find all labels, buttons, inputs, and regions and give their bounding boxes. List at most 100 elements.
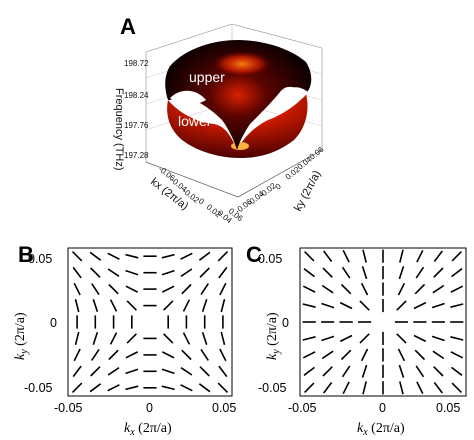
polarization-segment <box>180 384 193 392</box>
x-tick: -0.05 <box>288 401 317 415</box>
polarization-segment <box>399 381 404 395</box>
x-tick: 0.05 <box>212 401 236 415</box>
polarization-segment <box>413 301 427 310</box>
polarization-segment <box>126 333 137 344</box>
polarization-segment <box>413 334 427 343</box>
polarization-segment <box>71 382 83 393</box>
polarization-segment <box>323 250 333 262</box>
polarization-segment <box>451 366 463 376</box>
polarization-segment <box>181 349 192 361</box>
polarization-segment <box>73 282 81 296</box>
polarization-segment <box>361 266 368 280</box>
upper-band-surface <box>165 40 312 150</box>
polarization-segment <box>199 267 210 278</box>
z-tick: 198.24 <box>124 91 149 100</box>
polarization-segment <box>92 331 99 345</box>
polarization-segment <box>126 300 137 311</box>
polarization-segment <box>108 349 119 361</box>
polarization-segment <box>109 299 118 312</box>
polarization-segment <box>416 381 424 395</box>
polarization-segment <box>433 382 443 394</box>
polarization-segment <box>91 348 100 361</box>
floor-edge-front-right <box>237 149 323 198</box>
polarization-segment <box>341 365 351 378</box>
polarization-segment <box>163 333 174 344</box>
polarization-segment <box>339 334 353 343</box>
polarization-segment <box>396 300 407 311</box>
polarization-segment <box>218 266 228 279</box>
x-axis-label: kx (2π/a) <box>357 421 405 438</box>
lower-band-hotspot <box>231 142 249 150</box>
panel-b-letter: B <box>18 242 34 267</box>
polarization-segment <box>201 331 208 345</box>
polarization-segment <box>182 299 191 312</box>
polarization-segment <box>125 253 139 259</box>
polarization-segment <box>450 303 464 308</box>
polarization-segment <box>321 284 334 294</box>
polarization-segment <box>220 299 226 313</box>
polarization-segment <box>201 299 208 313</box>
polarization-segment <box>107 268 120 277</box>
polarization-segment <box>398 266 405 280</box>
polarization-segment <box>322 267 333 278</box>
polarization-segment <box>414 349 426 361</box>
polarization-segment <box>450 351 464 359</box>
y-tick: 0 <box>50 316 57 330</box>
panel-a-letter: A <box>120 14 136 39</box>
polarization-segment <box>161 269 175 276</box>
polarization-segment <box>92 299 99 313</box>
polarization-segment <box>360 348 369 362</box>
polarization-segment <box>340 283 352 295</box>
polarization-segment <box>109 332 118 345</box>
x-tick: 0 <box>379 401 386 415</box>
polarization-segment <box>218 365 228 378</box>
polarization-segment <box>217 251 229 262</box>
polarization-segment <box>321 335 335 342</box>
z-axis-label: Frequency (THz) <box>113 88 125 171</box>
y-tick: 0 <box>282 316 289 330</box>
polarization-segment <box>73 348 81 362</box>
polarization-segment <box>302 336 316 341</box>
polarization-segment <box>125 368 139 375</box>
panel-a: A upper low <box>113 14 326 226</box>
polarization-segment <box>302 303 316 308</box>
polarization-segment <box>396 333 407 344</box>
polarization-segment <box>302 351 316 359</box>
y-axis-label: ky (2π/a) <box>13 312 30 360</box>
band-gap-left <box>170 90 206 105</box>
panel-b-polarization-field <box>71 251 229 393</box>
polarization-segment <box>450 336 464 341</box>
polarization-segment <box>74 299 80 313</box>
polarization-segment <box>431 335 445 342</box>
polarization-segment <box>200 283 209 296</box>
top-back-edge-2 <box>231 23 323 49</box>
polarization-segment <box>161 351 175 359</box>
polarization-segment <box>397 348 406 362</box>
polarization-segment <box>200 348 209 361</box>
polarization-segment <box>342 381 350 395</box>
panel-c-frame <box>299 247 467 397</box>
polarization-segment <box>180 252 193 260</box>
polarization-segment <box>416 249 424 263</box>
polarization-segment <box>450 285 464 293</box>
polarization-segment <box>219 348 227 362</box>
polarization-segment <box>125 385 139 391</box>
x-tick: 0.05 <box>436 401 460 415</box>
polarization-segment <box>74 331 80 345</box>
polarization-segment <box>89 251 102 261</box>
polarization-segment <box>321 350 334 360</box>
panel-b: B 0.05 0 -0.05 -0.05 0 0.05 kx (2π/a) ky… <box>13 242 236 438</box>
polarization-segment <box>362 249 367 263</box>
polarization-segment <box>304 251 315 262</box>
polarization-segment <box>431 302 445 309</box>
polarization-segment <box>322 366 333 377</box>
polarization-segment <box>72 266 82 279</box>
polarization-segment <box>432 284 445 294</box>
z-tick-labels: 198.72 198.24 197.76 197.28 <box>124 59 149 160</box>
polarization-segment <box>321 302 335 309</box>
polarization-segment <box>163 300 174 311</box>
polarization-segment <box>433 250 443 262</box>
x-tick: -0.05 <box>54 401 83 415</box>
lower-band-label: lower <box>178 113 212 129</box>
z-tick: 198.72 <box>124 59 149 68</box>
